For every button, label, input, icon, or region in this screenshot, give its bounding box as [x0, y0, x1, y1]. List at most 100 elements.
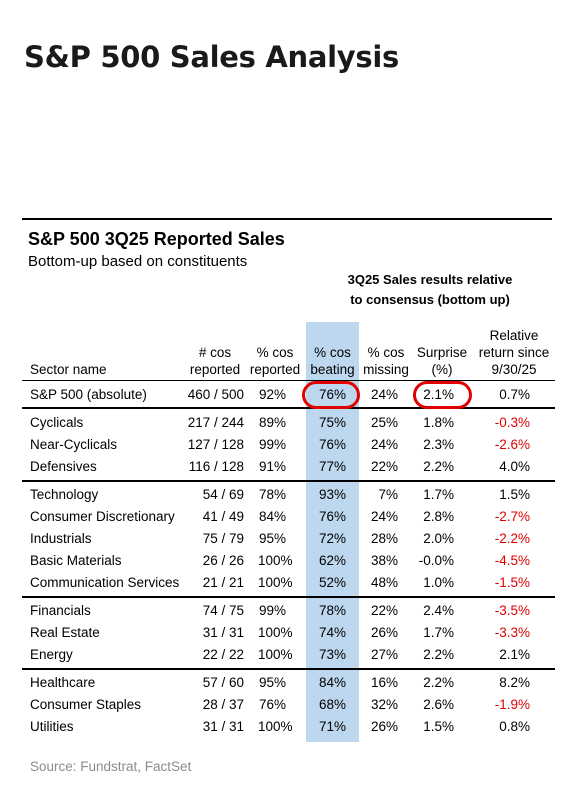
cell-beating: 84%	[318, 675, 346, 690]
table-row: Real Estate 31 / 31 100% 74% 26% 1.7% -3.3%	[28, 622, 555, 644]
table-row: Energy 22 / 22 100% 73% 27% 2.2% 2.1%	[28, 644, 555, 666]
header-relative-return: Relative return since 9/30/25	[478, 328, 550, 377]
cell-pct-reported: 89%	[258, 415, 286, 430]
table-row: Technology 54 / 69 78% 93% 7% 1.7% 1.5%	[28, 484, 555, 506]
cell-sector: S&P 500 (absolute)	[30, 387, 147, 402]
cell-beating: 76%	[318, 387, 346, 402]
cell-pct-reported: 95%	[258, 675, 286, 690]
cell-pct-reported: 100%	[258, 625, 293, 640]
cell-sector: Cyclicals	[30, 415, 84, 430]
cell-ret: 0.7%	[499, 387, 530, 402]
table-row: Defensives 116 / 128 91% 77% 22% 2.2% 4.0%	[28, 456, 555, 478]
cell-reported: 21 / 21	[202, 575, 244, 590]
cell-surprise: 2.0%	[423, 531, 454, 546]
cell-ret: 1.5%	[499, 487, 530, 502]
table-row: Near-Cyclicals 127 / 128 99% 76% 24% 2.3% -2.6…	[28, 434, 555, 456]
header-pct-missing: % cos missing	[363, 345, 409, 377]
cell-surprise: 2.4%	[423, 603, 454, 618]
cell-reported: 31 / 31	[202, 625, 244, 640]
cell-beating: 74%	[318, 625, 346, 640]
table-row: Cyclicals 217 / 244 89% 75% 25% 1.8% -0.3%	[28, 412, 555, 434]
cell-reported: 26 / 26	[202, 553, 244, 568]
cell-pct-reported: 99%	[258, 437, 286, 452]
cell-beating: 77%	[318, 459, 346, 474]
table-divider	[22, 668, 555, 670]
cell-pct-reported: 92%	[258, 387, 286, 402]
cell-pct-reported: 76%	[258, 697, 286, 712]
cell-surprise: 2.3%	[423, 437, 454, 452]
cell-beating: 68%	[318, 697, 346, 712]
cell-sector: Utilities	[30, 719, 74, 734]
table-divider	[22, 596, 555, 598]
header-cos-reported: # cos reported	[189, 345, 241, 377]
cell-beating: 71%	[318, 719, 346, 734]
cell-surprise: 1.0%	[423, 575, 454, 590]
table-row: Consumer Staples 28 / 37 76% 68% 32% 2.6% -1.9…	[28, 694, 555, 716]
cell-beating: 78%	[318, 603, 346, 618]
cell-sector: Basic Materials	[30, 553, 122, 568]
cell-reported: 127 / 128	[187, 437, 244, 452]
cell-ret: 2.1%	[499, 647, 530, 662]
table-row: Consumer Discretionary 41 / 49 84% 76% 24% 2.…	[28, 506, 555, 528]
cell-missing: 38%	[370, 553, 398, 568]
cell-surprise: 2.6%	[423, 697, 454, 712]
table-divider	[22, 480, 555, 482]
cell-pct-reported: 84%	[258, 509, 286, 524]
cell-surprise: 2.1%	[423, 387, 454, 402]
cell-reported: 75 / 79	[202, 531, 244, 546]
cell-missing: 24%	[370, 437, 398, 452]
header-pct-reported: % cos reported	[249, 345, 301, 377]
table-row: Healthcare 57 / 60 95% 84% 16% 2.2% 8.2%	[28, 672, 555, 694]
table-row: Utilities 31 / 31 100% 71% 26% 1.5% 0.8%	[28, 716, 555, 738]
cell-pct-reported: 95%	[258, 531, 286, 546]
table-row: Industrials 75 / 79 95% 72% 28% 2.0% -2.2%	[28, 528, 555, 550]
cell-ret: -2.2%	[494, 531, 530, 546]
cell-sector: Healthcare	[30, 675, 96, 690]
source-note: Source: Fundstrat, FactSet	[30, 759, 192, 774]
cell-sector: Consumer Staples	[30, 697, 142, 712]
cell-reported: 41 / 49	[202, 509, 244, 524]
cell-reported: 22 / 22	[202, 647, 244, 662]
cell-sector: Communication Services	[30, 575, 180, 590]
cell-ret: -1.5%	[494, 575, 530, 590]
cell-surprise: 2.2%	[423, 647, 454, 662]
cell-surprise: 1.8%	[423, 415, 454, 430]
cell-surprise: 2.2%	[423, 675, 454, 690]
cell-surprise: 1.5%	[423, 719, 454, 734]
cell-sector: Industrials	[30, 531, 92, 546]
cell-surprise: 2.8%	[423, 509, 454, 524]
cell-pct-reported: 78%	[258, 487, 286, 502]
table-divider	[22, 380, 555, 381]
header-surprise: Surprise (%)	[416, 345, 468, 377]
cell-missing: 24%	[370, 387, 398, 402]
cell-reported: 217 / 244	[187, 415, 244, 430]
cell-ret: -4.5%	[494, 553, 530, 568]
cell-beating: 62%	[318, 553, 346, 568]
cell-ret: -2.6%	[494, 437, 530, 452]
cell-missing: 26%	[370, 719, 398, 734]
cell-reported: 54 / 69	[202, 487, 244, 502]
cell-reported: 28 / 37	[202, 697, 244, 712]
cell-ret: -2.7%	[494, 509, 530, 524]
cell-missing: 24%	[370, 509, 398, 524]
cell-beating: 52%	[318, 575, 346, 590]
cell-missing: 27%	[370, 647, 398, 662]
cell-ret: -1.9%	[494, 697, 530, 712]
cell-sector: Near-Cyclicals	[30, 437, 118, 452]
cell-missing: 25%	[370, 415, 398, 430]
cell-beating: 72%	[318, 531, 346, 546]
table-row: S&P 500 (absolute) 460 / 500 92% 76% 24% 2.1%…	[28, 384, 555, 406]
cell-sector: Consumer Discretionary	[30, 509, 175, 524]
cell-sector: Energy	[30, 647, 73, 662]
header-pct-beating: % cos beating	[310, 345, 355, 377]
table-title: S&P 500 3Q25 Reported Sales	[28, 229, 285, 249]
cell-sector: Technology	[30, 487, 99, 502]
cell-missing: 22%	[370, 603, 398, 618]
cell-sector: Financials	[30, 603, 91, 618]
table-row: Communication Services 21 / 21 100% 52% 48% 1…	[28, 572, 555, 594]
cell-missing: 28%	[370, 531, 398, 546]
cell-sector: Real Estate	[30, 625, 100, 640]
cell-beating: 93%	[318, 487, 346, 502]
cell-beating: 75%	[318, 415, 346, 430]
cell-pct-reported: 100%	[258, 553, 293, 568]
